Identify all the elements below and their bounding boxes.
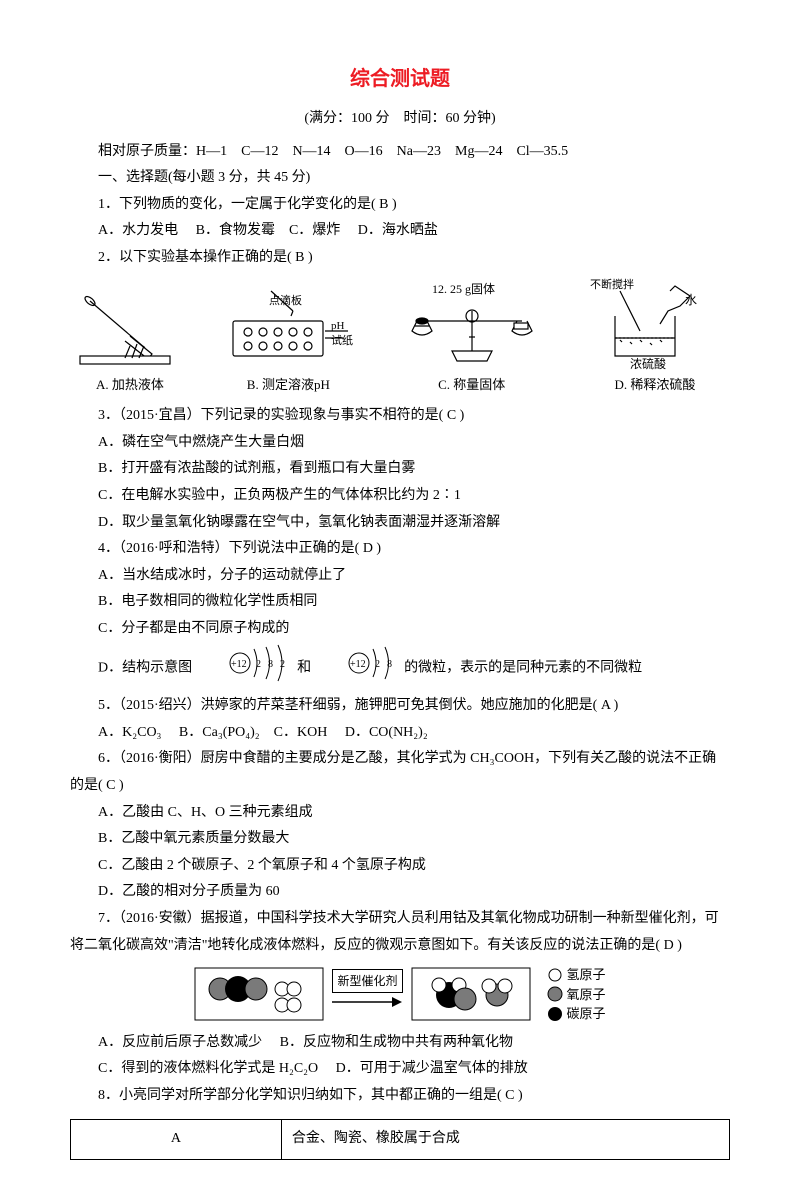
q6-a: A．乙酸由 C、H、O 三种元素组成 <box>70 800 730 827</box>
dilute-acid-icon: 不断搅拌 水 浓硫酸 <box>580 276 730 371</box>
q6-b: B．乙酸中氧元素质量分数最大 <box>70 826 730 853</box>
q4-stem: 4．（2016·呼和浩特）下列说法中正确的是( D ) <box>70 536 730 563</box>
heat-liquid-icon <box>70 286 190 371</box>
plate-label: 点滴板 <box>269 293 302 307</box>
q7-ab: A．反应前后原子总数减少 B．反应物和生成物中共有两种氧化物 <box>70 1030 730 1057</box>
q8-stem: 8．小亮同学对所学部分化学知识归纳如下，其中都正确的一组是( C ) <box>70 1083 730 1110</box>
arrow-icon <box>332 995 402 1009</box>
q3-c: C．在电解水实验中，正负两极产生的气体体积比约为 2∶1 <box>70 483 730 510</box>
q4-d-text1: D．结构示意图 <box>98 660 192 675</box>
balance-icon: 12. 25 g固体 <box>387 281 557 371</box>
q2-opt-d-label: D. 稀释浓硫酸 <box>580 373 730 398</box>
q2-opt-c-label: C. 称量固体 <box>387 373 557 398</box>
table-row: A 合金、陶瓷、橡胶属于合成 <box>71 1120 730 1160</box>
q2-stem: 2．以下实验基本操作正确的是( B ) <box>70 245 730 272</box>
q3-stem: 3．（2015·宜昌）下列记录的实验现象与事实不相符的是( C ) <box>70 403 730 430</box>
q2-opt-b: 点滴板 pH 试纸 B. 测定溶液pH <box>213 286 363 398</box>
q4-b: B．电子数相同的微粒化学性质相同 <box>70 589 730 616</box>
page-title: 综合测试题 <box>70 60 730 98</box>
q7-cd: C．得到的液体燃料化学式是 H₂C₂O D．可用于减少温室气体的排放 <box>70 1056 730 1083</box>
q7-diagram: 新型催化剂 氢原子 氧原子 碳原子 <box>70 965 730 1024</box>
q3-d: D．取少量氢氧化钠曝露在空气中，氢氧化钠表面潮湿并逐渐溶解 <box>70 510 730 537</box>
legend-h: 氢原子 <box>567 965 606 985</box>
svg-text:8: 8 <box>387 659 392 670</box>
svg-text:2: 2 <box>375 659 380 670</box>
q5-options: A．K₂CO₃ B．Ca₃(PO₄)₂ C．KOH D．CO(NH₂)₂ <box>70 720 730 747</box>
q2-opt-b-label: B. 测定溶液pH <box>213 373 363 398</box>
q2-opt-d: 不断搅拌 水 浓硫酸 D. 稀释浓硫酸 <box>580 276 730 398</box>
q2-opt-a-label: A. 加热液体 <box>70 373 190 398</box>
q8-cell-b: 合金、陶瓷、橡胶属于合成 <box>281 1120 729 1160</box>
svg-text:8: 8 <box>268 659 273 670</box>
q5-stem: 5．（2015·绍兴）洪婷家的芹菜茎秆细弱，施钾肥可免其倒伏。她应施加的化肥是(… <box>70 693 730 720</box>
q3-b: B．打开盛有浓盐酸的试剂瓶，看到瓶口有大量白雾 <box>70 456 730 483</box>
legend-o: 氧原子 <box>567 985 606 1005</box>
q4-c: C．分子都是由不同原子构成的 <box>70 616 730 643</box>
q1-options: A．水力发电 B．食物发霉 C．爆炸 D．海水晒盐 <box>70 218 730 245</box>
q8-cell-a: A <box>71 1120 282 1160</box>
q4-d-text2: 和 <box>297 660 311 675</box>
q4-d: D．结构示意图 +12 2 8 2 和 +12 2 8 的微粒 <box>70 643 730 694</box>
svg-text:2: 2 <box>256 659 261 670</box>
svg-text:+12: +12 <box>350 659 366 670</box>
section-heading: 一、选择题(每小题 3 分，共 45 分) <box>70 165 730 192</box>
atom-structure-2-icon: +12 2 8 <box>315 643 401 694</box>
stir-label: 不断搅拌 <box>590 277 634 291</box>
q2-opt-c: 12. 25 g固体 C. 称量固体 <box>387 281 557 398</box>
atom-legend: 氢原子 氧原子 碳原子 <box>547 965 606 1024</box>
mass-label: 12. 25 g固体 <box>432 282 495 296</box>
exam-meta: (满分：100 分 时间：60 分钟) <box>70 106 730 133</box>
atomic-mass-line: 相对原子质量：H—1 C—12 N—14 O—16 Na—23 Mg—24 Cl… <box>70 139 730 166</box>
arrow-block: 新型催化剂 <box>332 969 402 1020</box>
ph-test-icon: 点滴板 pH 试纸 <box>213 286 363 371</box>
catalyst-label: 新型催化剂 <box>332 969 402 994</box>
q7-stem: 7．（2016·安徽）据报道，中国科学技术大学研究人员利用钴及其氧化物成功研制一… <box>70 906 730 959</box>
q4-a: A．当水结成冰时，分子的运动就停止了 <box>70 563 730 590</box>
product-box-icon <box>411 967 531 1021</box>
atom-structure-1-icon: +12 2 8 2 <box>196 643 294 694</box>
reactant-box-icon <box>194 967 324 1021</box>
q1-stem: 1．下列物质的变化，一定属于化学变化的是( B ) <box>70 192 730 219</box>
acid-label: 浓硫酸 <box>630 356 666 371</box>
svg-text:+12: +12 <box>231 659 247 670</box>
paper-label: 试纸 <box>331 334 353 347</box>
q6-c: C．乙酸由 2 个碳原子、2 个氧原子和 4 个氢原子构成 <box>70 853 730 880</box>
q6-d: D．乙酸的相对分子质量为 60 <box>70 879 730 906</box>
q2-opt-a: A. 加热液体 <box>70 286 190 398</box>
q2-diagram-row: A. 加热液体 点滴板 pH 试纸 B. 测定溶液pH 12. 25 g固体 <box>70 276 730 398</box>
ph-label: pH <box>331 320 345 332</box>
q3-a: A．磷在空气中燃烧产生大量白烟 <box>70 430 730 457</box>
q4-d-text3: 的微粒，表示的是同种元素的不同微粒 <box>404 660 642 675</box>
legend-c: 碳原子 <box>567 1004 606 1024</box>
svg-text:2: 2 <box>280 659 285 670</box>
q8-table: A 合金、陶瓷、橡胶属于合成 <box>70 1119 730 1160</box>
q6-stem: 6．（2016·衡阳）厨房中食醋的主要成分是乙酸，其化学式为 CH₃COOH，下… <box>70 746 730 799</box>
